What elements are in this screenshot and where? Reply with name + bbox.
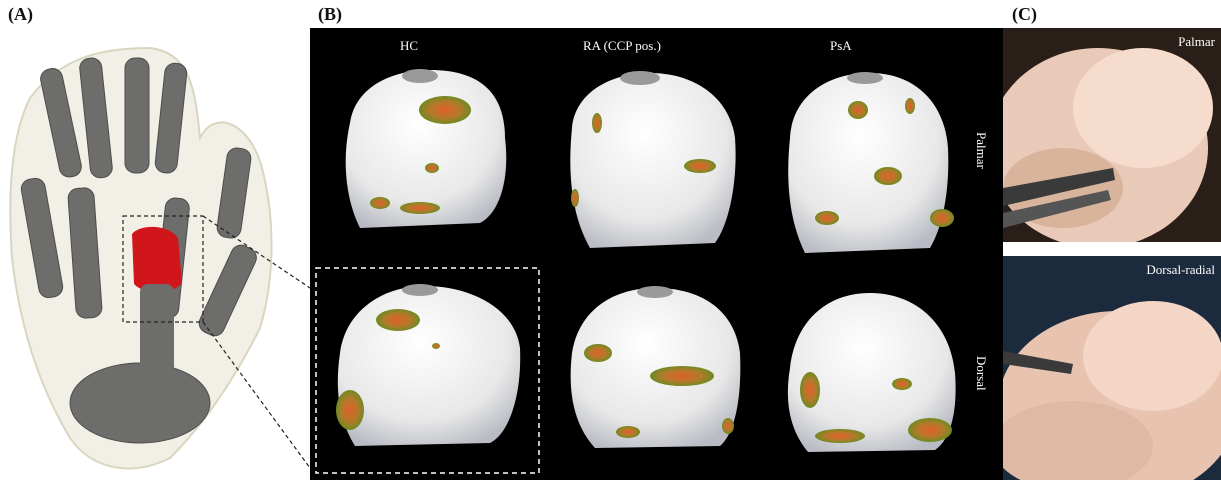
finger-bone xyxy=(124,57,150,174)
surface-render-grid xyxy=(315,69,956,474)
cartilage-photo-dorsal-radial xyxy=(1003,256,1221,480)
render-ra-palmar xyxy=(570,71,736,248)
lesion xyxy=(848,101,868,119)
lesion xyxy=(905,98,915,114)
thumb-bone xyxy=(198,244,257,337)
selection-box xyxy=(122,215,204,323)
lesion xyxy=(684,159,716,173)
lesion xyxy=(571,189,579,207)
panel-label-a: (A) xyxy=(8,4,33,24)
finger-bone xyxy=(67,187,103,319)
row-label-palmar: Palmar xyxy=(974,132,989,169)
photo-dorsal-radial: Dorsal-radial xyxy=(1003,256,1221,480)
finger-bone xyxy=(40,68,82,178)
hand-skeleton-illustration xyxy=(9,46,310,470)
lesion xyxy=(815,429,865,443)
lesion xyxy=(336,390,364,430)
lesion xyxy=(432,343,440,349)
render-psa-palmar xyxy=(788,72,954,253)
leader-line xyxy=(202,321,310,469)
lesion xyxy=(400,202,440,214)
photo-label-palmar: Palmar xyxy=(1178,34,1215,49)
lesion xyxy=(616,426,640,438)
row-label-dorsal: Dorsal xyxy=(974,356,989,391)
finger-bone xyxy=(20,177,64,299)
photo-palmar: Palmar xyxy=(1003,28,1221,242)
lesion xyxy=(892,378,912,390)
carpal-bones xyxy=(69,362,211,444)
panel-b-surface-renderings: HC RA (CCP pos.) PsA Palmar Dorsal xyxy=(310,28,1003,480)
panel-label-c: (C) xyxy=(1012,4,1037,24)
lesion xyxy=(592,113,602,133)
column-header-psa: PsA xyxy=(830,38,852,53)
finger-bone xyxy=(79,57,113,179)
thumb-bone xyxy=(216,147,252,239)
lesion xyxy=(722,418,734,434)
cartilage-photo-palmar xyxy=(1003,28,1221,242)
render-psa-dorsal xyxy=(787,293,956,452)
lesion xyxy=(800,372,820,408)
panel-label-b: (B) xyxy=(318,4,342,24)
render-hc-dorsal xyxy=(336,284,521,446)
highlighted-metacarpal-shaft xyxy=(140,284,174,379)
selection-box xyxy=(315,267,540,474)
finger-bone xyxy=(154,62,188,174)
lesion xyxy=(376,309,420,331)
column-header-hc: HC xyxy=(400,38,419,53)
lesion xyxy=(419,96,471,124)
lesion xyxy=(908,418,952,442)
lesion xyxy=(650,366,714,386)
lesion xyxy=(815,211,839,225)
highlighted-metacarpal-head xyxy=(132,226,182,293)
photo-label-dorsal-radial: Dorsal-radial xyxy=(1146,262,1215,277)
lesion xyxy=(370,197,390,209)
lesion xyxy=(584,344,612,362)
lesion xyxy=(425,163,439,173)
lesion xyxy=(930,209,954,227)
panel-a-hand-model xyxy=(0,28,310,480)
column-header-ra: RA (CCP pos.) xyxy=(583,38,661,53)
leader-line xyxy=(202,215,310,289)
lesion xyxy=(874,167,902,185)
render-ra-dorsal xyxy=(570,286,741,448)
render-hc-palmar xyxy=(345,69,507,228)
